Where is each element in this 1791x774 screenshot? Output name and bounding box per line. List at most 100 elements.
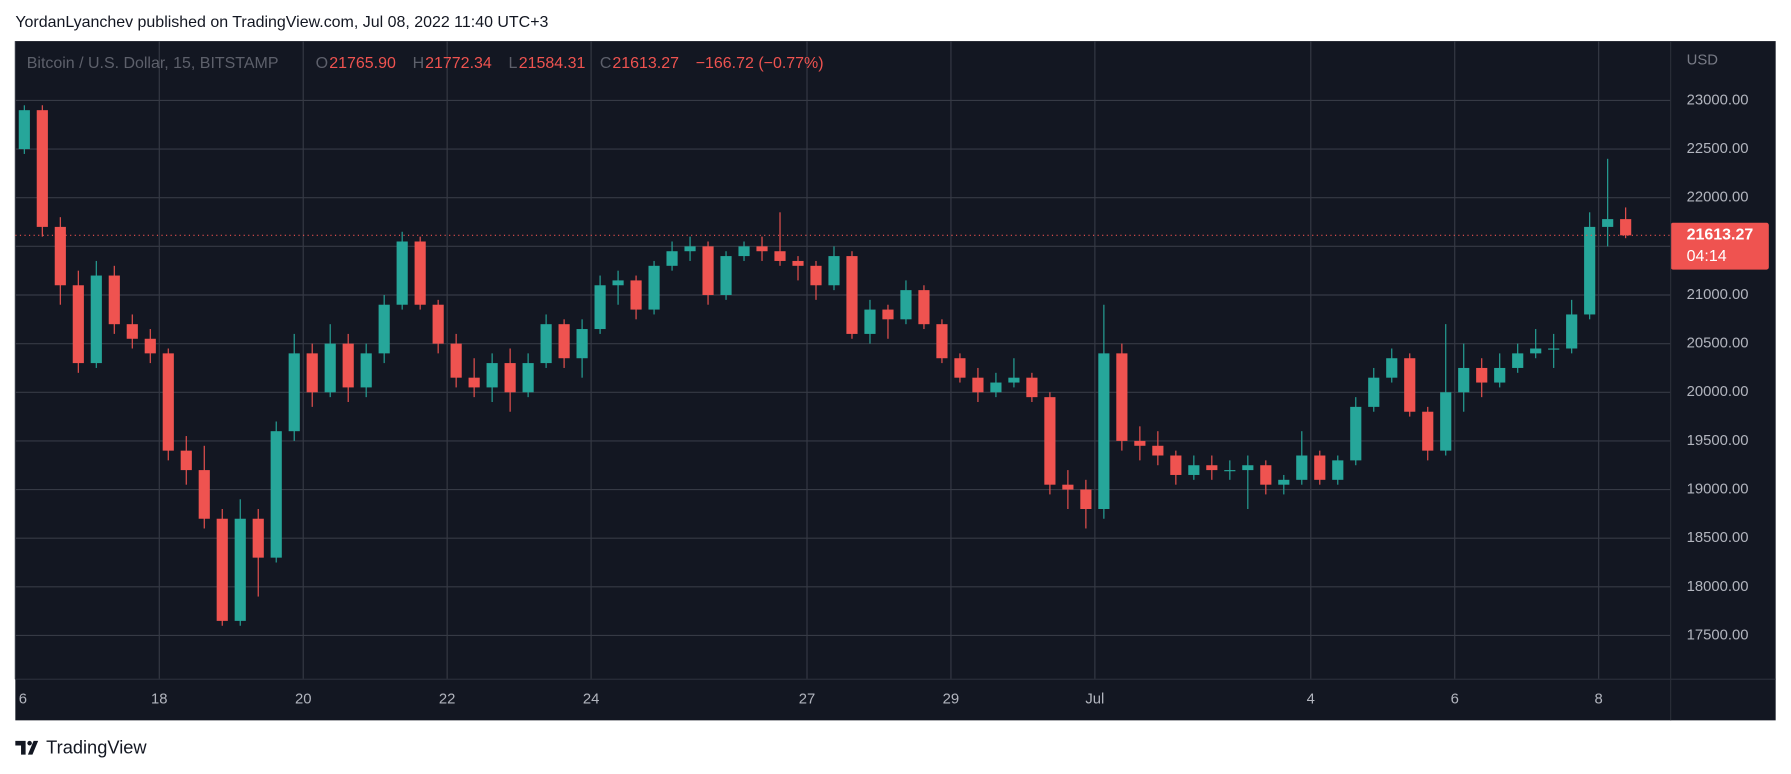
candle-body xyxy=(1584,226,1596,315)
candle-body xyxy=(1494,367,1506,383)
candle-body xyxy=(576,329,588,359)
legend-change: −166.72 (−0.77%) xyxy=(696,55,824,72)
candle-body xyxy=(1260,465,1272,485)
candle-body xyxy=(774,251,786,261)
candle-body xyxy=(1188,465,1200,475)
candle-body xyxy=(810,265,822,286)
candle-body xyxy=(1080,489,1092,510)
candle-body xyxy=(432,304,444,344)
candle-body xyxy=(504,363,516,393)
x-tick-label: 27 xyxy=(799,692,816,708)
candle-body xyxy=(270,431,282,558)
candle-body xyxy=(1386,358,1398,378)
candle-body xyxy=(1422,411,1434,451)
candle-body xyxy=(972,377,984,393)
candle-body xyxy=(1350,406,1362,461)
legend-label: L xyxy=(509,55,518,72)
y-tick-label: 20000.00 xyxy=(1687,384,1749,400)
publish-title: YordanLyanchev published on TradingView.… xyxy=(15,14,548,31)
candle-body xyxy=(666,251,678,266)
candle-body xyxy=(234,518,246,621)
candle-body xyxy=(954,358,966,378)
legend: Bitcoin / U.S. Dollar, 15, BITSTAMP O 21… xyxy=(27,55,824,72)
candle-body xyxy=(1620,219,1632,236)
candle-body xyxy=(1134,440,1146,446)
candle-body xyxy=(108,275,120,325)
candle-body xyxy=(702,246,714,295)
candle-body xyxy=(36,110,48,227)
logo-dot xyxy=(27,740,32,746)
candle-body xyxy=(1602,219,1614,227)
candle-body xyxy=(1026,377,1038,398)
candle-body xyxy=(18,110,30,150)
candle-body xyxy=(1530,348,1542,354)
candle-body xyxy=(396,241,408,305)
candle-body xyxy=(1062,484,1074,490)
y-tick-label: 22000.00 xyxy=(1687,190,1749,206)
candle-body xyxy=(216,518,228,621)
x-tick-label: 20 xyxy=(295,692,312,708)
candle-body xyxy=(1476,367,1488,383)
candle-body xyxy=(1242,465,1254,471)
candle-body xyxy=(540,324,552,364)
candle-body xyxy=(1116,353,1128,441)
x-tick-label: 29 xyxy=(943,692,960,708)
overlay: 17500.00 18000.00 18500.00 19000.00 19500.00… xyxy=(15,92,1769,708)
candle-body xyxy=(648,265,660,310)
x-tick-label: 8 xyxy=(1595,692,1603,708)
legend-label: C xyxy=(600,55,612,72)
candle-body xyxy=(594,285,606,330)
candle-body xyxy=(1098,353,1110,510)
candle-body xyxy=(792,260,804,266)
candle-body xyxy=(1296,455,1308,480)
y-tick-label: 18500.00 xyxy=(1687,530,1749,546)
candle-body xyxy=(1044,397,1056,485)
legend-value: 21613.27 xyxy=(612,55,679,72)
x-tick-label: 22 xyxy=(439,692,456,708)
candle-body xyxy=(612,280,624,286)
candle-body xyxy=(1224,470,1236,472)
candle-body xyxy=(1440,392,1452,451)
candle-body xyxy=(1404,358,1416,412)
x-tick-label: 18 xyxy=(151,692,168,708)
x-tick-label: Jul xyxy=(1085,692,1104,708)
candle-body xyxy=(1152,445,1164,456)
x-tick-label: 6 xyxy=(19,692,27,708)
candle-body xyxy=(1566,314,1578,349)
x-tick-label: 6 xyxy=(1451,692,1459,708)
candle-body xyxy=(1458,367,1470,393)
last-price-label: 21613.27 xyxy=(1687,227,1754,244)
y-tick-label: 20500.00 xyxy=(1687,336,1749,352)
x-tick-label: 4 xyxy=(1307,692,1315,708)
y-tick-label: 19000.00 xyxy=(1687,481,1749,497)
y-tick-label: 21000.00 xyxy=(1687,287,1749,303)
candle-body xyxy=(180,450,192,471)
candle-body xyxy=(1512,353,1524,368)
candle-body xyxy=(828,256,840,286)
candle-body xyxy=(846,256,858,334)
last-price-tag xyxy=(1670,222,1769,270)
candle-body xyxy=(1368,377,1380,407)
candle-body xyxy=(72,285,84,364)
candle-body xyxy=(378,304,390,354)
candle-body xyxy=(630,280,642,310)
candle-body xyxy=(882,309,894,320)
candle-body xyxy=(342,343,354,388)
candle-body xyxy=(360,353,372,388)
legend-value: 21584.31 xyxy=(519,55,586,72)
y-tick-label: 19500.00 xyxy=(1687,433,1749,449)
legend-value: 21765.90 xyxy=(329,55,396,72)
candle-body xyxy=(1314,455,1326,480)
x-tick-label: 24 xyxy=(583,692,600,708)
candle-body xyxy=(198,470,210,519)
y-tick-label: 18000.00 xyxy=(1687,579,1749,595)
y-tick-label: 23000.00 xyxy=(1687,92,1749,108)
candle-body xyxy=(756,246,768,252)
grid xyxy=(14,41,1671,680)
y-tick-label: 22500.00 xyxy=(1687,141,1749,157)
candle-body xyxy=(1170,455,1182,475)
candle-body xyxy=(468,377,480,388)
candle-body xyxy=(306,353,318,393)
